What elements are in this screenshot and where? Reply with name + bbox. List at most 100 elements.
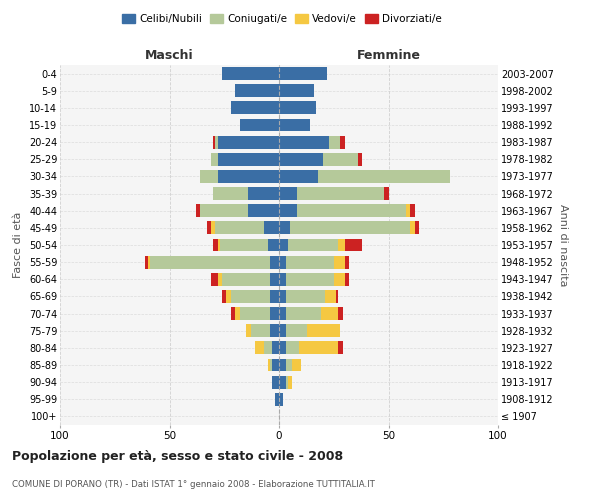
Bar <box>270 256 279 268</box>
Bar <box>248 204 279 217</box>
Bar <box>196 204 200 217</box>
Bar <box>279 290 286 303</box>
Bar <box>270 324 279 337</box>
Y-axis label: Fasce di età: Fasce di età <box>13 212 23 278</box>
Text: COMUNE DI PORANO (TR) - Dati ISTAT 1° gennaio 2008 - Elaborazione TUTTITALIA.IT: COMUNE DI PORANO (TR) - Dati ISTAT 1° ge… <box>12 480 375 489</box>
Bar <box>296 204 406 217</box>
Bar <box>239 118 279 132</box>
Bar <box>270 290 279 303</box>
Bar <box>211 153 218 166</box>
Bar <box>218 170 279 183</box>
Bar <box>255 342 263 354</box>
Bar <box>279 136 329 148</box>
Legend: Celibi/Nubili, Coniugati/e, Vedovi/e, Divorziati/e: Celibi/Nubili, Coniugati/e, Vedovi/e, Di… <box>118 10 446 29</box>
Bar <box>286 256 334 268</box>
Bar <box>235 84 279 97</box>
Bar <box>268 238 279 252</box>
Bar <box>145 256 148 268</box>
Bar <box>384 187 389 200</box>
Bar <box>246 324 251 337</box>
Bar <box>214 238 218 252</box>
Bar <box>218 136 279 148</box>
Bar <box>251 324 270 337</box>
Bar <box>226 290 231 303</box>
Bar <box>279 102 316 114</box>
Bar <box>215 136 218 148</box>
Bar <box>345 256 349 268</box>
Bar <box>263 222 279 234</box>
Bar <box>334 273 344 285</box>
Bar <box>279 238 288 252</box>
Bar <box>320 307 338 320</box>
Bar <box>329 136 340 148</box>
Bar <box>279 118 310 132</box>
Bar <box>296 187 384 200</box>
Bar <box>263 342 272 354</box>
Bar <box>222 273 270 285</box>
Bar <box>231 290 270 303</box>
Bar <box>231 307 235 320</box>
Bar <box>338 307 343 320</box>
Bar <box>338 342 343 354</box>
Bar <box>410 222 415 234</box>
Bar <box>222 67 279 80</box>
Bar <box>220 238 268 252</box>
Bar <box>270 273 279 285</box>
Bar <box>323 153 358 166</box>
Bar <box>279 204 296 217</box>
Bar <box>358 153 362 166</box>
Bar <box>325 290 336 303</box>
Bar <box>336 290 338 303</box>
Bar <box>279 324 286 337</box>
Bar <box>340 136 344 148</box>
Bar <box>406 204 410 217</box>
Bar <box>200 204 248 217</box>
Bar <box>248 187 279 200</box>
Bar <box>279 67 327 80</box>
Bar <box>290 222 410 234</box>
Bar <box>279 358 286 372</box>
Bar <box>415 222 419 234</box>
Bar <box>214 187 248 200</box>
Bar <box>338 238 344 252</box>
Bar <box>270 358 272 372</box>
Bar <box>286 376 288 388</box>
Bar <box>270 307 279 320</box>
Text: Femmine: Femmine <box>356 48 421 62</box>
Bar <box>207 222 211 234</box>
Bar <box>148 256 150 268</box>
Bar <box>292 358 301 372</box>
Bar <box>239 307 270 320</box>
Bar <box>279 187 296 200</box>
Bar <box>279 393 283 406</box>
Y-axis label: Anni di nascita: Anni di nascita <box>557 204 568 286</box>
Bar <box>286 358 292 372</box>
Bar <box>218 153 279 166</box>
Bar <box>288 376 292 388</box>
Bar <box>286 342 299 354</box>
Bar <box>410 204 415 217</box>
Bar <box>218 273 222 285</box>
Bar <box>334 256 344 268</box>
Bar <box>222 290 226 303</box>
Bar <box>279 307 286 320</box>
Text: Maschi: Maschi <box>145 48 194 62</box>
Bar <box>286 273 334 285</box>
Bar <box>288 238 338 252</box>
Bar <box>218 238 220 252</box>
Bar <box>268 358 270 372</box>
Bar <box>279 153 323 166</box>
Text: Popolazione per età, sesso e stato civile - 2008: Popolazione per età, sesso e stato civil… <box>12 450 343 463</box>
Bar <box>211 222 215 234</box>
Bar <box>235 307 239 320</box>
Bar <box>299 342 338 354</box>
Bar <box>345 238 362 252</box>
Bar <box>286 307 320 320</box>
Bar <box>279 273 286 285</box>
Bar <box>345 273 349 285</box>
Bar <box>272 342 279 354</box>
Bar <box>279 222 290 234</box>
Bar <box>231 102 279 114</box>
Bar <box>215 222 263 234</box>
Bar <box>279 376 286 388</box>
